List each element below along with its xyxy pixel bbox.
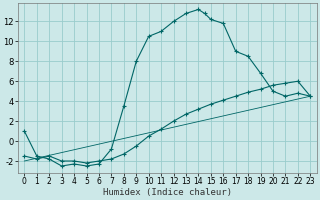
X-axis label: Humidex (Indice chaleur): Humidex (Indice chaleur) <box>103 188 232 197</box>
